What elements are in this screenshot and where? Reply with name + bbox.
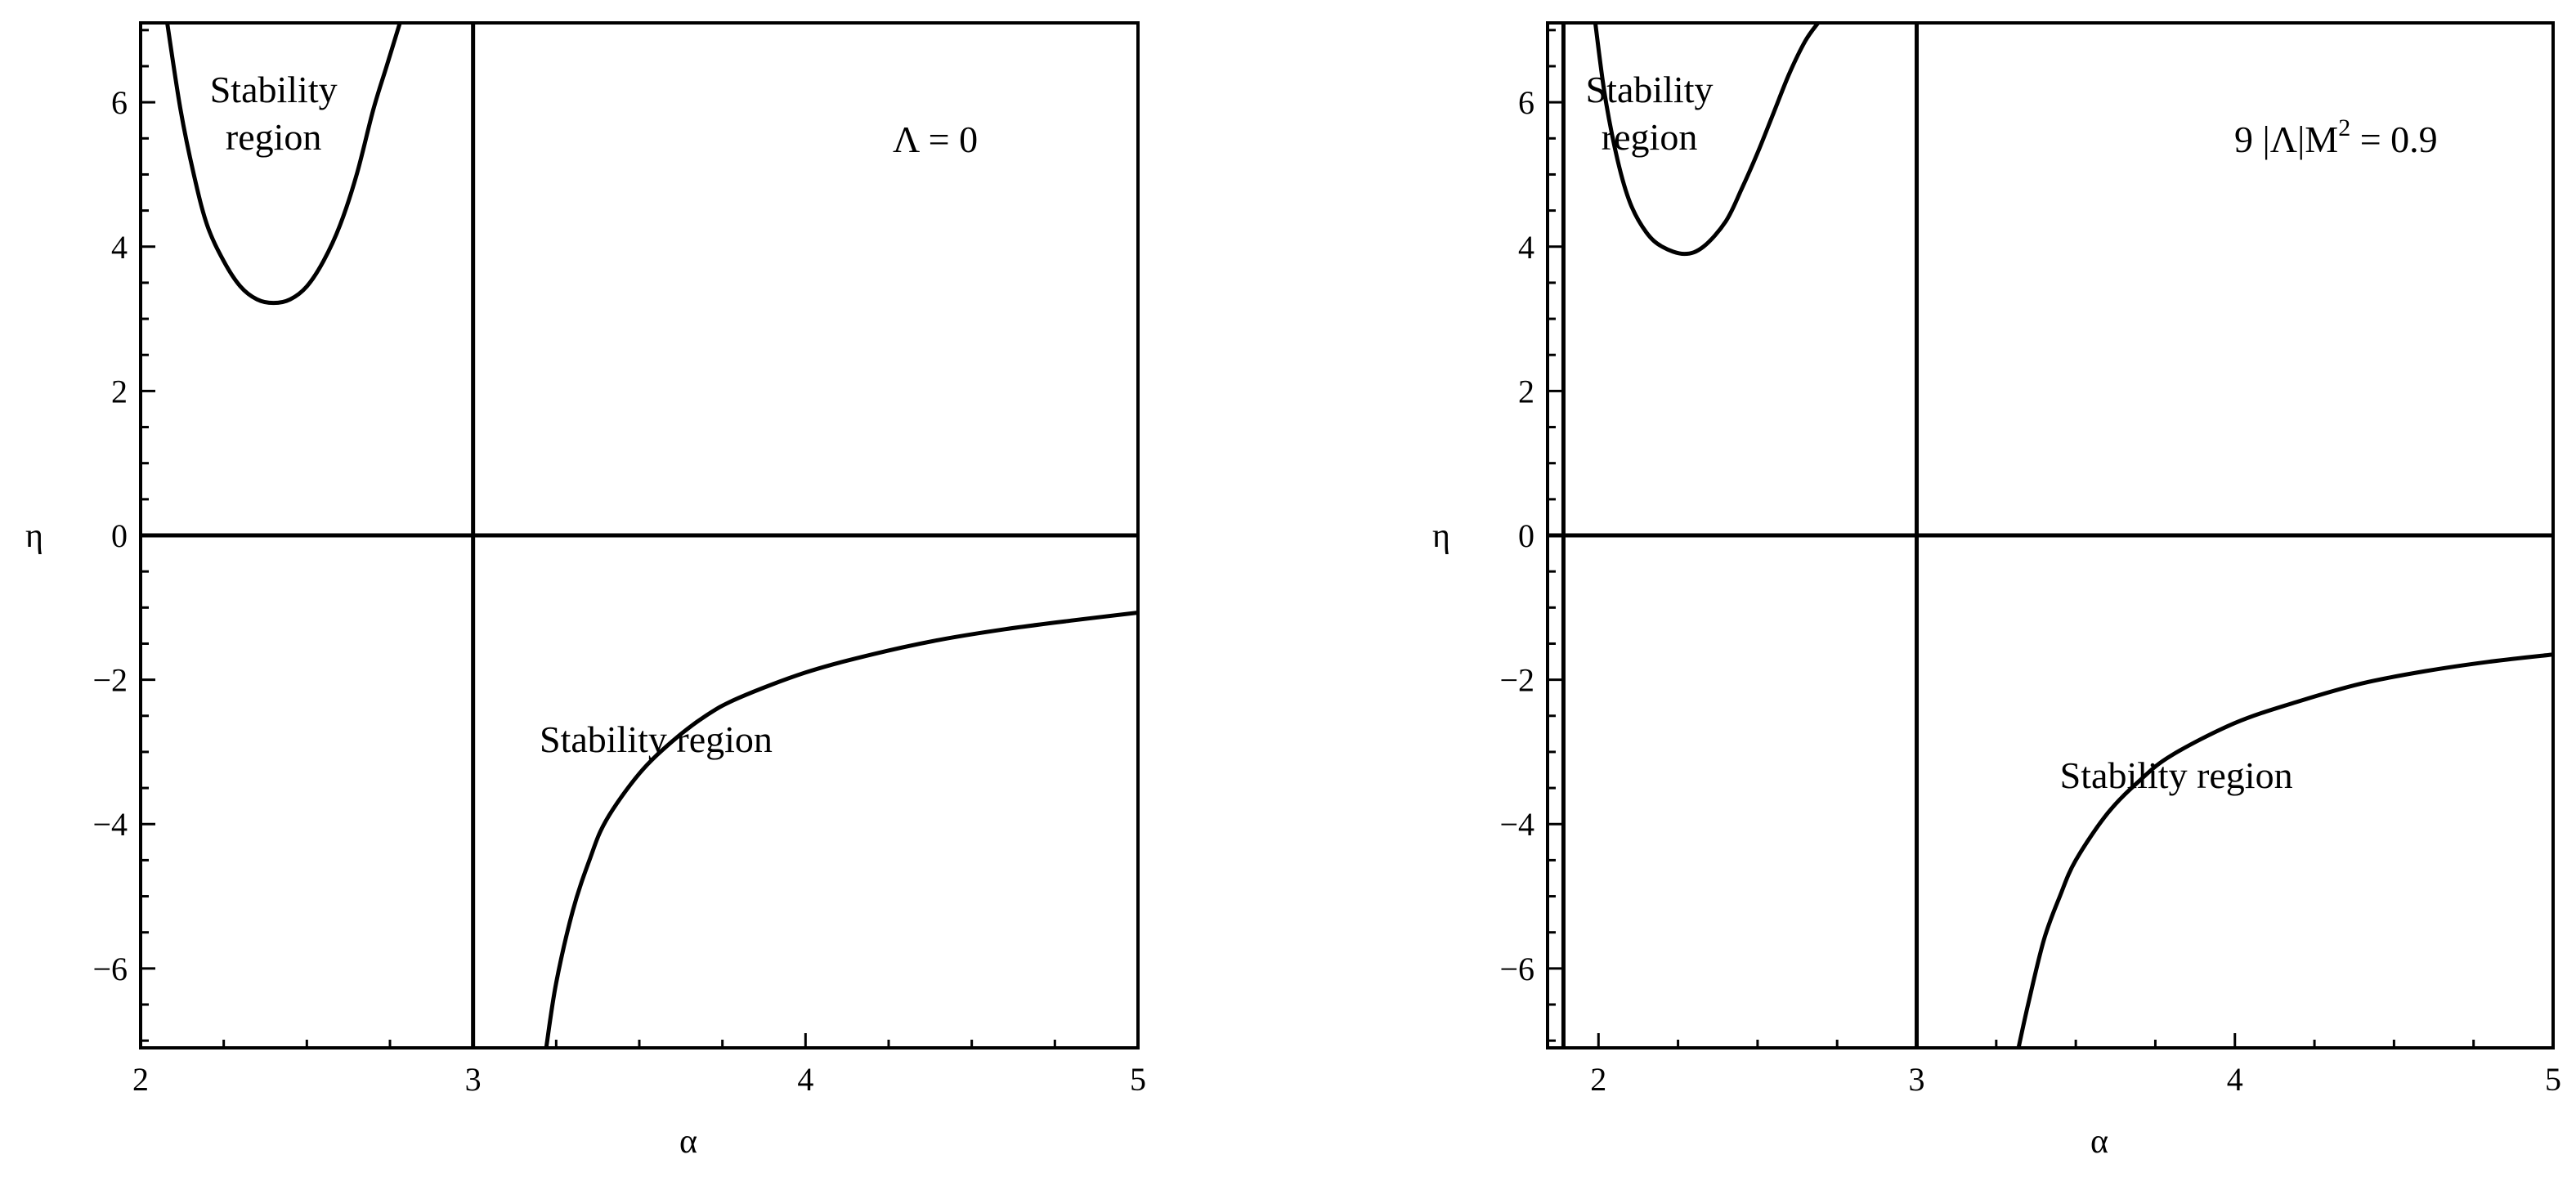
y-tick-label: 0 xyxy=(1518,517,1534,554)
stability-boundary-curve-1 xyxy=(1593,21,1820,257)
x-axis-label: α xyxy=(2090,1123,2108,1161)
y-tick-label: 2 xyxy=(1518,373,1534,409)
x-tick-label: 3 xyxy=(465,1061,482,1098)
region-label: Stability region xyxy=(540,718,773,760)
region-label: Stability region xyxy=(2060,754,2293,796)
region-label: Stability region xyxy=(210,69,338,158)
y-tick-label: −4 xyxy=(92,806,128,843)
y-tick-label: 0 xyxy=(111,517,128,554)
x-tick-label: 4 xyxy=(797,1061,813,1098)
y-tick-label: −4 xyxy=(1499,806,1534,843)
region-label: Stability region xyxy=(1586,69,1714,158)
lambda-annotation: Λ = 0 xyxy=(893,119,978,160)
chart-2: 2 3 4 5 −6 −4 −2 0 2 4 6 α η Stability region Stability… xyxy=(1432,21,2561,1161)
x-tick-label: 2 xyxy=(132,1061,149,1098)
y-tick-label: −6 xyxy=(92,951,128,987)
y-tick-label: −2 xyxy=(92,662,128,699)
x-tick-label: 5 xyxy=(1130,1061,1146,1098)
y-tick-label: 6 xyxy=(1518,84,1534,121)
x-axis-label: α xyxy=(679,1123,697,1161)
stability-boundary-curve-2 xyxy=(544,611,1139,1049)
y-axis-label: η xyxy=(25,517,43,555)
chart-1: 2 3 4 5 −6 −4 −2 0 2 4 6 α η Stability region Stability… xyxy=(25,21,1146,1161)
stability-boundary-curve-2 xyxy=(2016,652,2554,1049)
y-tick-label: 6 xyxy=(111,84,128,121)
y-tick-label: 4 xyxy=(111,229,128,266)
y-tick-label: 2 xyxy=(111,373,128,409)
lambda-annotation: 9 |Λ|M2 = 0.9 xyxy=(2234,114,2438,160)
x-tick-label: 2 xyxy=(1590,1061,1606,1098)
stability-boundary-curve-1 xyxy=(165,22,402,306)
y-tick-label: 4 xyxy=(1518,229,1534,266)
y-tick-label: −6 xyxy=(1499,951,1534,987)
y-axis-label: η xyxy=(1432,517,1450,555)
x-tick-label: 3 xyxy=(1909,1061,1925,1098)
y-tick-label: −2 xyxy=(1499,662,1534,699)
x-tick-label: 5 xyxy=(2545,1061,2561,1098)
x-tick-label: 4 xyxy=(2227,1061,2243,1098)
